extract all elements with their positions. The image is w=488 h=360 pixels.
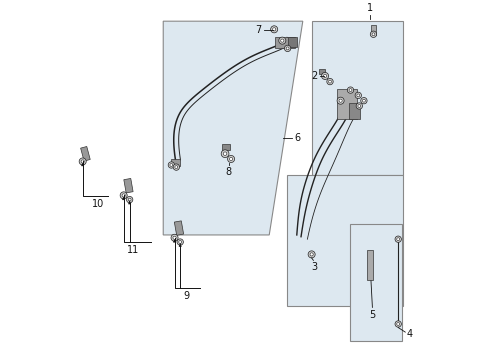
Bar — [171, 159, 180, 166]
Text: 7: 7 — [255, 25, 261, 35]
Circle shape — [223, 152, 226, 156]
Circle shape — [355, 103, 362, 109]
Circle shape — [356, 94, 359, 97]
Circle shape — [321, 72, 328, 80]
Text: 5: 5 — [368, 310, 375, 320]
Bar — [366, 250, 372, 280]
Circle shape — [170, 163, 172, 166]
Circle shape — [360, 98, 366, 104]
Polygon shape — [163, 21, 302, 235]
Circle shape — [369, 31, 376, 37]
Circle shape — [307, 251, 315, 258]
Circle shape — [336, 97, 344, 104]
Circle shape — [284, 45, 290, 51]
Text: 1: 1 — [366, 3, 372, 13]
Circle shape — [348, 89, 351, 91]
Circle shape — [285, 47, 288, 50]
Bar — [275, 37, 294, 48]
Circle shape — [354, 92, 361, 99]
Circle shape — [128, 198, 131, 201]
Bar — [287, 37, 296, 47]
Circle shape — [394, 321, 401, 327]
Circle shape — [171, 234, 178, 241]
Bar — [123, 179, 133, 193]
Circle shape — [270, 26, 277, 33]
Text: 11: 11 — [127, 245, 139, 255]
Circle shape — [362, 99, 365, 102]
Circle shape — [328, 80, 331, 83]
Text: 4: 4 — [406, 329, 412, 339]
Circle shape — [272, 28, 275, 31]
Circle shape — [122, 194, 125, 197]
Circle shape — [323, 75, 326, 77]
Circle shape — [81, 160, 84, 163]
Circle shape — [79, 158, 86, 165]
Circle shape — [126, 197, 133, 203]
Circle shape — [168, 162, 174, 168]
Circle shape — [371, 33, 374, 36]
Circle shape — [177, 239, 183, 245]
Circle shape — [227, 156, 234, 162]
Bar — [318, 69, 325, 74]
Circle shape — [280, 39, 284, 42]
Text: 8: 8 — [225, 167, 231, 177]
Circle shape — [309, 253, 313, 256]
Bar — [222, 144, 229, 150]
Bar — [311, 21, 403, 175]
Text: 2: 2 — [311, 71, 317, 81]
Bar — [286, 175, 403, 306]
Text: 10: 10 — [92, 199, 104, 209]
Circle shape — [396, 238, 399, 240]
Circle shape — [173, 164, 179, 170]
Circle shape — [346, 87, 353, 93]
Bar — [348, 103, 360, 119]
Circle shape — [229, 157, 232, 161]
Bar — [174, 221, 183, 235]
Circle shape — [179, 240, 181, 243]
Circle shape — [396, 323, 399, 325]
Text: 9: 9 — [183, 291, 189, 301]
Circle shape — [326, 78, 332, 85]
Bar — [81, 147, 90, 161]
Circle shape — [175, 166, 177, 168]
Circle shape — [173, 236, 176, 239]
Circle shape — [221, 150, 228, 158]
Text: 6: 6 — [294, 133, 300, 143]
Circle shape — [357, 104, 360, 107]
Circle shape — [394, 236, 401, 242]
Bar — [350, 224, 401, 341]
Circle shape — [278, 37, 285, 44]
Circle shape — [338, 99, 342, 102]
Bar — [337, 89, 356, 119]
Circle shape — [120, 192, 127, 199]
Bar — [370, 25, 376, 35]
Text: 3: 3 — [311, 262, 317, 272]
